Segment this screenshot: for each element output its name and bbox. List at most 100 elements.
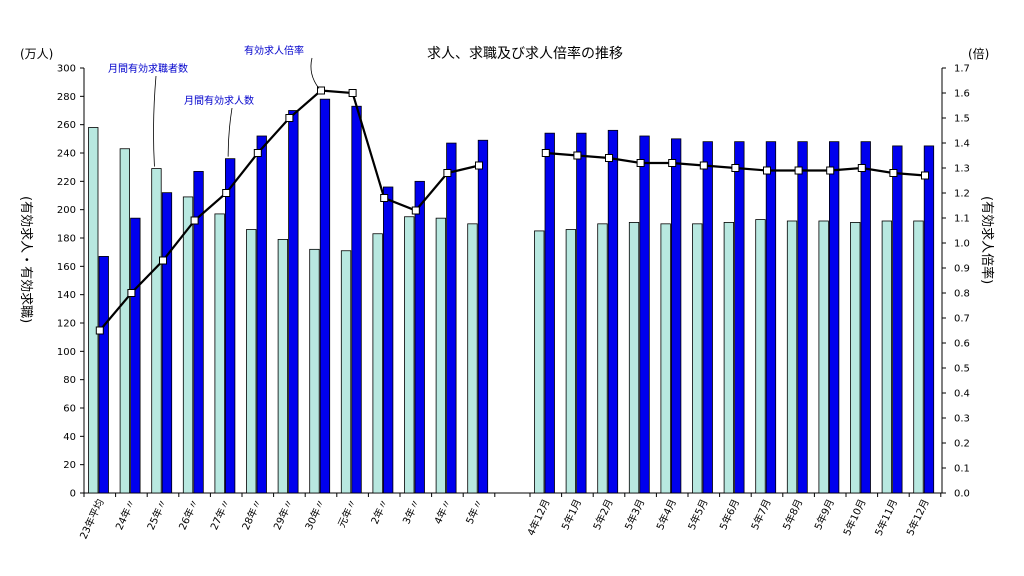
left-tick-label: 60 (63, 404, 76, 415)
bar (734, 141, 745, 494)
right-tick-label: 0.0 (954, 489, 970, 500)
right-unit-label: (倍) (968, 46, 989, 61)
x-tick-label: 5年2月 (590, 497, 616, 532)
x-tick-label: 5年7月 (748, 497, 774, 532)
bar (414, 180, 425, 494)
right-tick-label: 1.5 (954, 114, 970, 125)
left-tick-label: 120 (57, 319, 76, 330)
ratio-marker (285, 114, 294, 122)
annotation-leader (153, 75, 157, 167)
x-tick-label: 5年11月 (872, 497, 900, 538)
bar (923, 145, 935, 494)
left-tick-label: 220 (57, 177, 76, 188)
bar (382, 186, 394, 494)
bar (544, 132, 555, 494)
ratio-marker (190, 216, 199, 225)
annotation-leader (310, 57, 320, 89)
x-tick-label: 29年〃 (271, 497, 297, 532)
left-tick-label: 180 (57, 234, 76, 245)
x-tick-label: 28年〃 (239, 497, 265, 532)
bar (467, 223, 478, 494)
right-tick-label: 1.7 (954, 64, 970, 75)
bar (607, 129, 619, 494)
right-tick-label: 0.5 (954, 364, 970, 375)
x-tick-label: 4年〃 (431, 497, 454, 526)
x-tick-label: 5年1月 (559, 497, 585, 532)
bar (288, 110, 299, 494)
bar (404, 216, 415, 494)
bar (351, 105, 362, 494)
x-tick-labels: 23年平均 24年〃 25年〃 26年〃 27年〃 28年〃 29年〃 30年〃 元年〃 2年〃 3… (77, 497, 932, 541)
left-tick-label: 240 (57, 149, 76, 160)
bars (88, 98, 935, 494)
right-axis-label: (有効求人倍率) (979, 196, 995, 284)
left-tick-label: 80 (63, 375, 76, 386)
bar (860, 141, 871, 494)
x-tick-label: 5年〃 (463, 497, 486, 526)
x-tick-label: 5年5月 (685, 497, 711, 532)
ratio-marker (380, 194, 389, 202)
bar (881, 220, 892, 494)
x-tick-label: 3年〃 (400, 497, 423, 526)
ratio-marker (731, 164, 740, 172)
bar (534, 230, 545, 494)
bar (723, 222, 734, 494)
bar (818, 220, 829, 494)
bar (161, 192, 173, 494)
bar (214, 213, 225, 494)
x-tick-label: 23年平均 (77, 497, 107, 541)
ratio-marker (317, 86, 325, 95)
x-tick-label: 5年8月 (780, 497, 806, 532)
x-tick-label: 24年〃 (113, 497, 139, 532)
left-tick-label: 200 (57, 205, 76, 216)
bar (477, 139, 489, 494)
ratio-marker (763, 166, 771, 175)
ratio-marker (699, 161, 708, 170)
bar (576, 132, 587, 494)
bar (224, 158, 236, 494)
ratio-marker (668, 159, 677, 167)
left-tick-label: 160 (57, 262, 76, 273)
bar (786, 220, 798, 494)
bar (671, 138, 682, 494)
left-tick-label: 0 (70, 489, 76, 500)
bar (702, 141, 713, 494)
ratio-marker (253, 149, 262, 157)
annotation-leader (227, 107, 233, 157)
bar (913, 220, 924, 494)
ratio-marker (475, 161, 483, 170)
bar (372, 233, 383, 494)
ratio-marker (794, 166, 803, 175)
left-tick-label: 280 (57, 92, 76, 103)
bar (829, 141, 840, 494)
ratio-marker (348, 89, 357, 97)
right-tick-label: 1.6 (954, 89, 970, 100)
left-tick-label: 20 (63, 460, 76, 471)
bar (319, 98, 331, 494)
chart-title: 求人、求職及び求人倍率の推移 (427, 45, 623, 62)
bar (88, 127, 99, 494)
bar (692, 223, 703, 494)
bar (256, 135, 267, 494)
bar (246, 229, 257, 494)
bar (597, 223, 608, 494)
x-tick-label: 5年6月 (717, 497, 743, 532)
ratio-marker (921, 171, 929, 180)
bar (340, 250, 352, 494)
bar (435, 217, 447, 494)
ratio-marker (541, 149, 550, 157)
x-tick-label: 25年〃 (144, 497, 170, 532)
left-tick-label: 300 (57, 64, 76, 75)
right-tick-label: 1.0 (954, 239, 970, 250)
right-tick-label: 1.2 (954, 189, 970, 200)
bar (193, 171, 204, 494)
ratio-marker (159, 256, 167, 265)
x-tick-label: 5年3月 (622, 497, 648, 532)
right-tick-label: 0.1 (954, 464, 970, 475)
bar (639, 135, 650, 494)
ratio-marker (411, 206, 420, 215)
x-tick-label: 30年〃 (302, 497, 328, 532)
annotation-label: 月間有効求職者数 (108, 62, 188, 75)
x-tick-label: 5年9月 (811, 497, 837, 532)
